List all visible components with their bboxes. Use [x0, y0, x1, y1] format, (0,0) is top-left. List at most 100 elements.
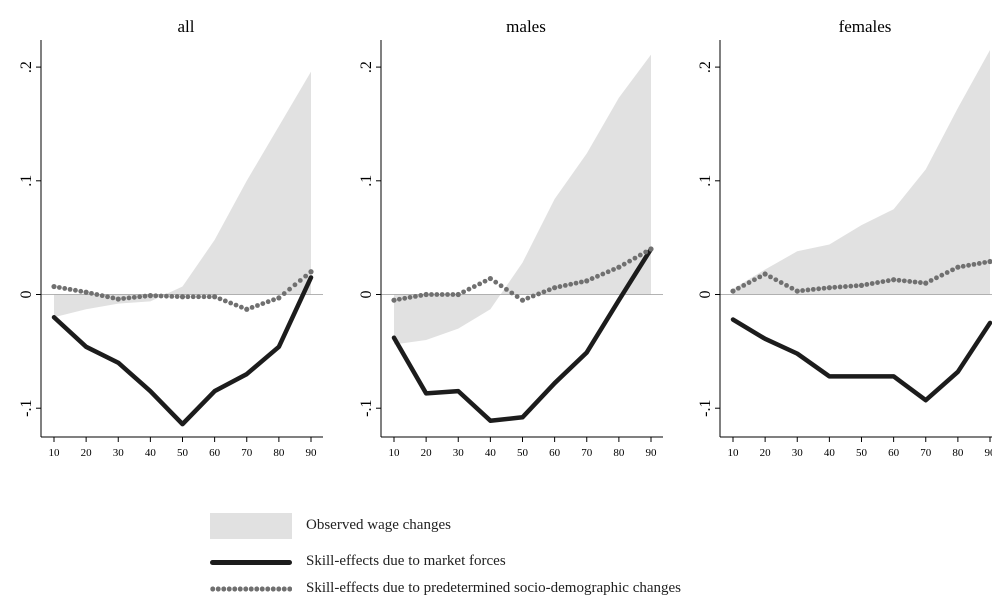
socio-dot: [557, 284, 563, 289]
socio-dot: [773, 277, 779, 283]
panel-males: -.1 0 .1 .2 10 20 30 40 50 60 70 80 90 males: [358, 17, 663, 459]
x-tick-label: 20: [421, 447, 433, 459]
socio-dot: [228, 300, 234, 306]
socio-dot: [632, 255, 638, 261]
socio-dot: [816, 286, 822, 292]
socio-dot: [292, 282, 298, 288]
socio-dot: [67, 286, 73, 292]
x-tick-label: 60: [209, 447, 221, 459]
socio-dot: [429, 292, 434, 297]
observed-area: [733, 50, 990, 295]
socio-point: [891, 277, 897, 283]
socio-dot: [260, 301, 266, 306]
x-tick-label: 70: [241, 447, 253, 459]
socio-point: [147, 293, 153, 299]
socio-dot: [880, 279, 886, 285]
socio-dot: [493, 279, 499, 285]
x-tick-label: 70: [581, 447, 593, 459]
socio-dot: [482, 278, 488, 284]
socio-dot: [907, 279, 913, 284]
socio-dot: [843, 284, 848, 289]
socio-dot: [153, 293, 159, 299]
socio-dot: [917, 280, 923, 285]
socio-dot: [885, 278, 891, 284]
socio-dot: [201, 294, 207, 300]
x-tick-label: 90: [646, 447, 658, 459]
socio-dot: [196, 294, 201, 300]
socio-dot: [110, 295, 116, 301]
socio-dot: [418, 293, 424, 298]
socio-dot: [105, 294, 110, 300]
socio-dot: [944, 270, 950, 275]
socio-dot: [402, 295, 408, 301]
socio-dot: [99, 293, 105, 299]
socio-dot: [396, 296, 402, 302]
socio-dot: [600, 271, 606, 277]
observed-area: [54, 71, 311, 318]
socio-point: [115, 296, 121, 302]
socio-dot: [778, 280, 784, 285]
x-tick-label: 20: [760, 447, 772, 459]
socio-dot: [466, 286, 472, 292]
socio-dot: [287, 286, 292, 292]
legend-item-observed: Observed wage changes: [210, 510, 910, 540]
socio-point: [455, 291, 461, 298]
socio-dot: [621, 261, 627, 267]
socio-dot: [185, 294, 191, 300]
socio-dot: [121, 296, 127, 301]
socio-dot: [450, 292, 456, 297]
panel-title: all: [178, 17, 195, 36]
legend-item-market: Skill-effects due to market forces: [210, 540, 910, 570]
socio-dot: [89, 290, 94, 296]
socio-dot: [249, 304, 255, 310]
socio-point: [552, 285, 558, 291]
panel-all: -.1 0 .1 .2 10 20 30 40 50 60 70 80 90 all: [18, 17, 323, 459]
socio-dot: [595, 273, 600, 279]
socio-dot: [821, 285, 827, 291]
x-tick-label: 70: [920, 447, 932, 459]
socio-dot: [206, 294, 212, 300]
socio-dot: [896, 277, 902, 283]
socio-dot: [126, 295, 132, 301]
legend-swatch-observed: [210, 513, 292, 539]
socio-dot: [477, 281, 483, 287]
y-tick-label: -.1: [697, 400, 714, 417]
socio-dot: [169, 293, 175, 299]
socio-dot: [190, 294, 196, 300]
x-tick-label: 10: [49, 447, 61, 459]
socio-dot: [281, 291, 287, 296]
legend-item-socio: Skill-effects due to predetermined socio…: [210, 566, 910, 596]
socio-dot: [238, 304, 244, 310]
socio-dot: [853, 283, 859, 289]
socio-dot: [746, 280, 752, 285]
socio-dot: [832, 284, 838, 290]
socio-point: [648, 246, 654, 252]
x-tick-label: 90: [306, 447, 318, 459]
x-tick-label: 40: [485, 447, 497, 459]
socio-point: [487, 275, 493, 282]
legend-swatch-socio: [210, 586, 292, 592]
y-tick-label: .2: [18, 61, 35, 73]
socio-dot: [976, 261, 982, 266]
x-tick-label: 80: [613, 447, 625, 459]
socio-dot: [966, 262, 971, 268]
socio-dot: [445, 292, 450, 297]
socio-dot: [939, 272, 945, 278]
socio-dot: [869, 281, 875, 286]
socio-dot: [94, 292, 100, 297]
x-tick-label: 50: [856, 447, 868, 459]
socio-dot: [982, 260, 988, 265]
socio-point: [987, 258, 992, 265]
observed-area: [394, 54, 651, 345]
y-tick-label: .2: [358, 61, 375, 73]
y-tick-label: 0: [18, 291, 35, 299]
panel-females: -.1 0 .1 .2 10 20 30 40 50 60 70 80 90 females: [697, 17, 992, 459]
socio-dot: [62, 286, 68, 291]
socio-dot: [471, 284, 477, 289]
x-tick-label: 90: [985, 447, 992, 459]
socio-point: [762, 271, 768, 277]
socio-dot: [233, 302, 239, 308]
socio-dot: [434, 292, 440, 297]
socio-dot: [461, 289, 467, 295]
